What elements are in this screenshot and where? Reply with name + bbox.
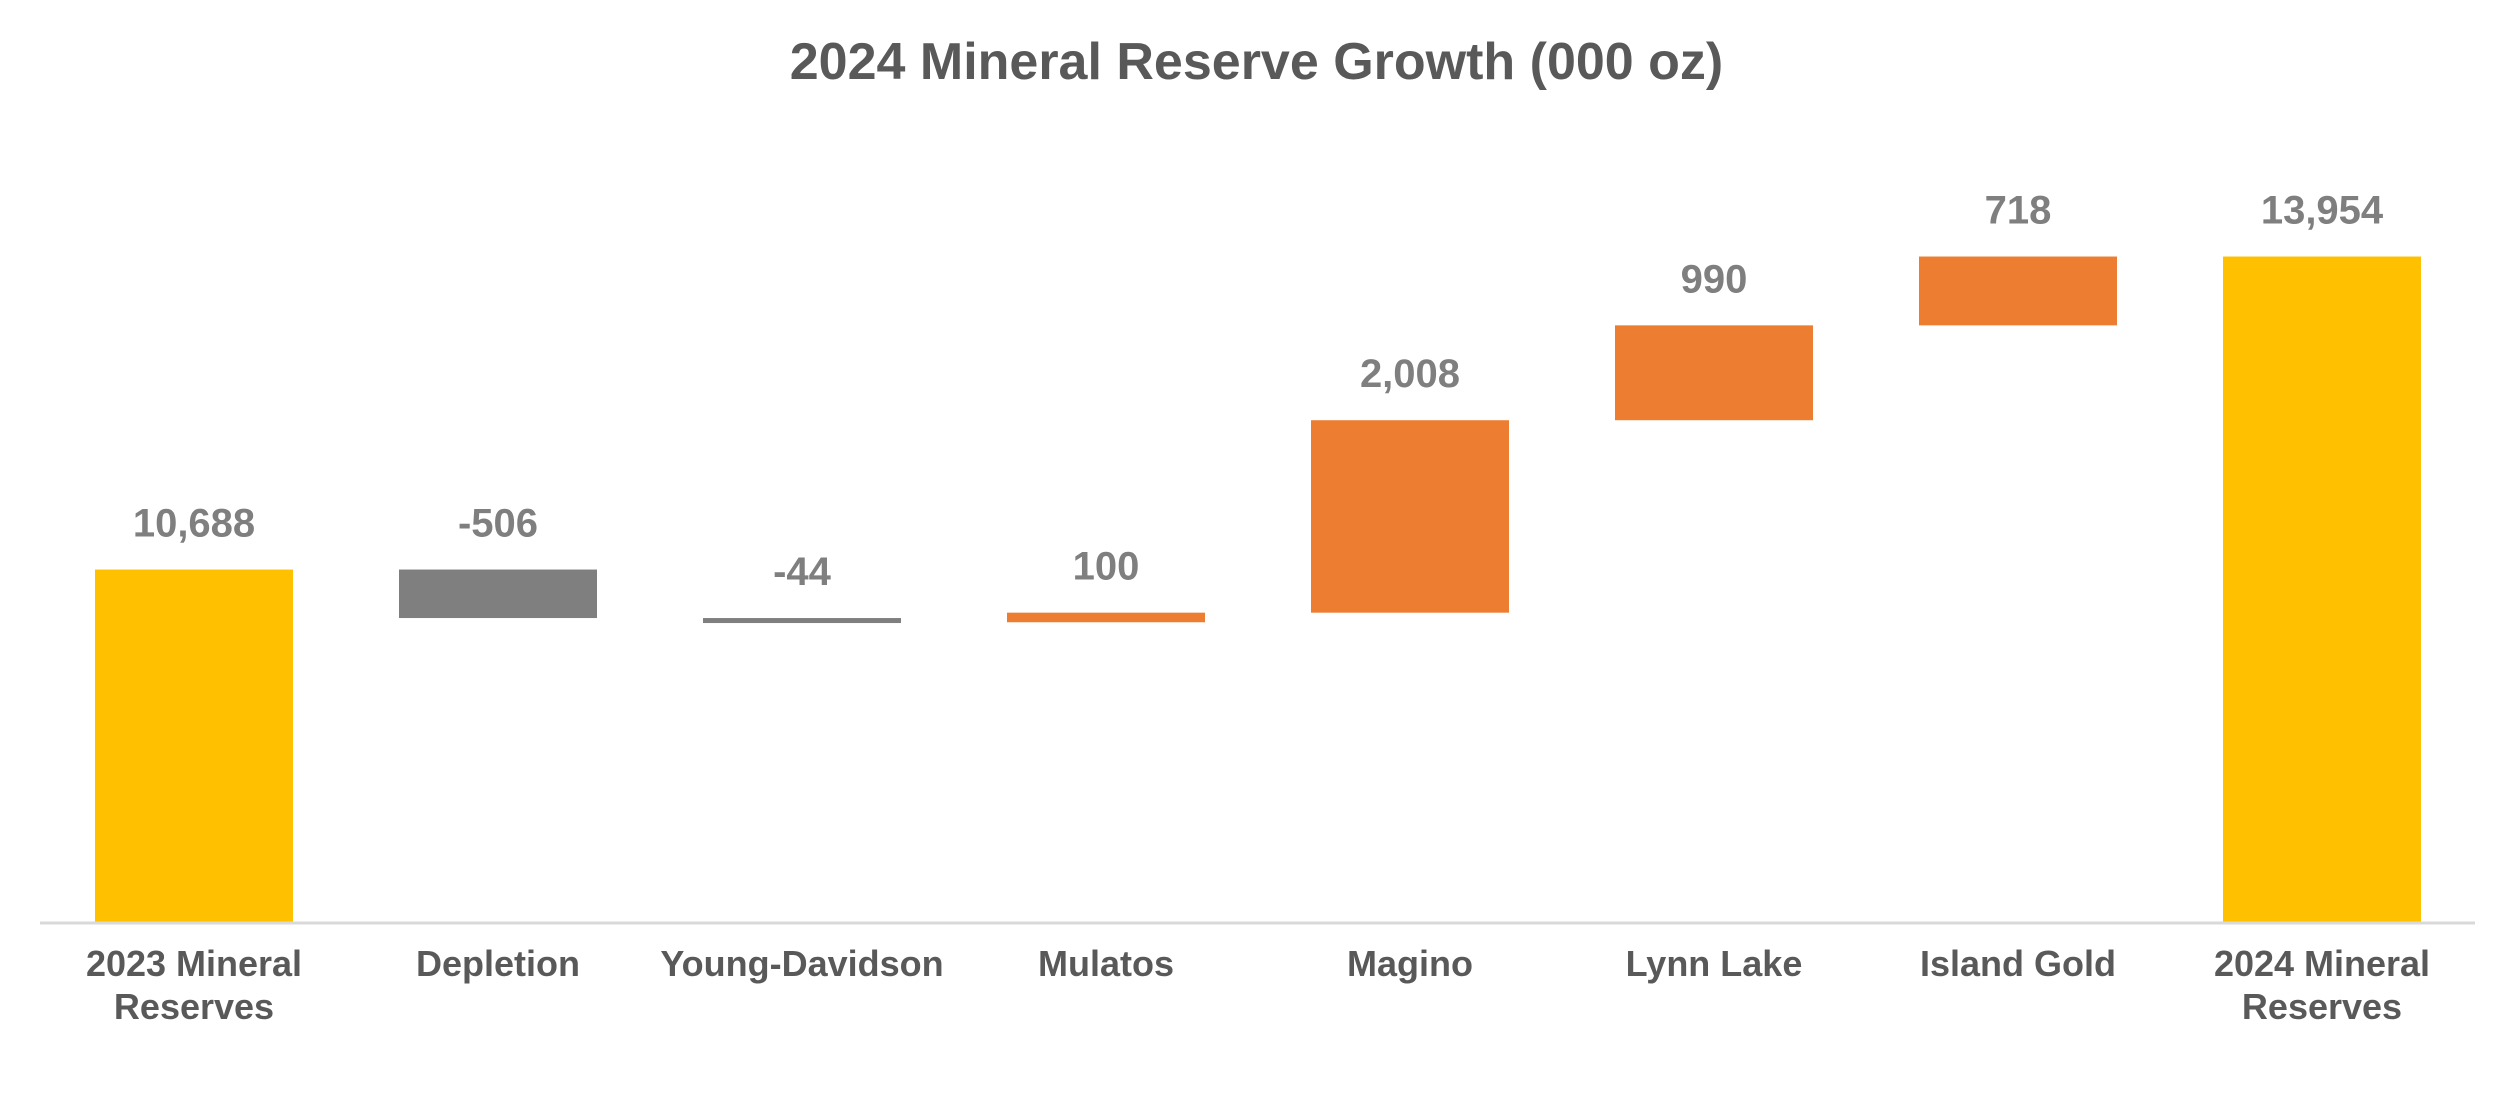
x-tick-label: Mulatos	[1038, 943, 1174, 984]
bar-decrease	[399, 569, 597, 619]
x-tick-label-line: Lynn Lake	[1626, 943, 1803, 984]
x-tick-label-line: Mulatos	[1038, 943, 1174, 984]
data-label: -44	[773, 550, 832, 594]
bar-increase	[1311, 420, 1509, 613]
data-label: 718	[1985, 189, 2052, 233]
data-labels-group: 10,688 -506 -44 100 2,008 990 718 13,954	[133, 189, 2384, 595]
bar-total	[2223, 256, 2421, 923]
x-tick-label: Magino	[1347, 943, 1473, 984]
x-tick-label-line: 2024 Mineral	[2214, 943, 2430, 984]
x-tick-label: Lynn Lake	[1626, 943, 1803, 984]
x-tick-label-line: Depletion	[416, 943, 580, 984]
x-tick-label: 2024 Mineral Reserves	[2214, 943, 2430, 1027]
data-label: 13,954	[2261, 189, 2384, 233]
x-tick-label-line: Island Gold	[1920, 943, 2116, 984]
bar-increase	[1919, 256, 2117, 326]
x-tick-label: Island Gold	[1920, 943, 2116, 984]
x-tick-label: 2023 Mineral Reserves	[86, 943, 302, 1027]
bar-decrease	[703, 618, 901, 624]
chart-title: 2024 Mineral Reserve Growth (000 oz)	[789, 33, 1724, 91]
bar-increase	[1615, 325, 1813, 421]
data-label: -506	[458, 502, 538, 546]
x-tick-label: Depletion	[416, 943, 580, 984]
bar-total	[95, 569, 293, 923]
x-tick-label-line: Reserves	[114, 986, 274, 1027]
x-tick-label-line: Young-Davidson	[660, 943, 943, 984]
bars-group	[95, 256, 2421, 923]
data-label: 10,688	[133, 502, 255, 546]
x-tick-label-line: 2023 Mineral	[86, 943, 302, 984]
x-tick-label: Young-Davidson	[660, 943, 943, 984]
x-tick-label-line: Reserves	[2242, 986, 2402, 1027]
x-tick-label-line: Magino	[1347, 943, 1473, 984]
bar-increase	[1007, 612, 1205, 623]
data-label: 990	[1681, 257, 1748, 301]
data-label: 100	[1073, 545, 1140, 589]
data-label: 2,008	[1360, 352, 1460, 396]
